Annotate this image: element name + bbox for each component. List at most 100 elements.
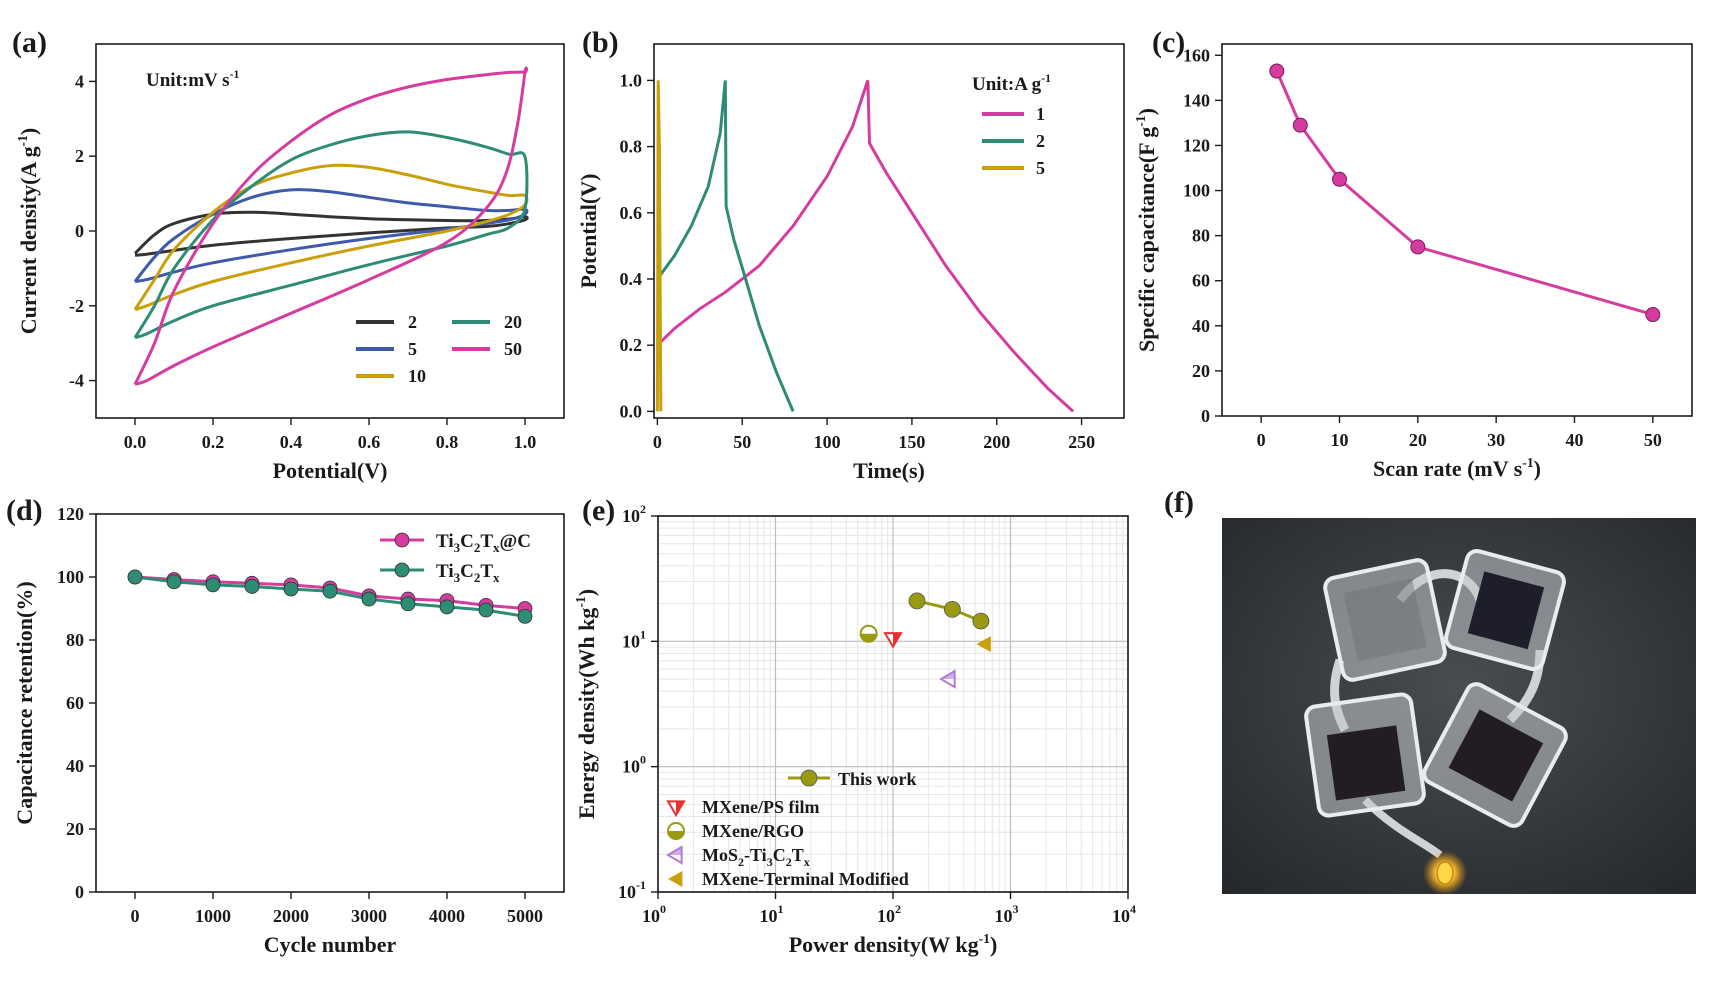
x-axis-label: Cycle number xyxy=(264,932,397,957)
cv-curve-10 xyxy=(133,163,529,311)
legend-label: 50 xyxy=(504,339,522,359)
data-point-fill xyxy=(860,633,877,642)
x-axis-label: Potential(V) xyxy=(273,458,388,483)
data-point xyxy=(478,602,494,618)
legend-label: MXene/RGO xyxy=(702,821,804,841)
y-tick-label: 140 xyxy=(1183,90,1210,110)
plot-frame xyxy=(653,43,1125,419)
data-point xyxy=(166,574,182,590)
y-tick-label: 20 xyxy=(66,819,84,839)
y-tick-label: 0.8 xyxy=(620,137,643,157)
x-tick-label: 1000 xyxy=(195,906,231,926)
x-tick-label: 4000 xyxy=(429,906,465,926)
chart-b-gcd-curves: 0 50 100 150 200 250 0.0 0.2 0.4 0.6 0.8 1.0 Time(s)… xyxy=(576,43,1125,483)
panel-label-e: (e) xyxy=(582,494,615,527)
y-tick-label: 10-1 xyxy=(618,878,646,902)
gcd-curve-2 xyxy=(656,80,795,412)
x-tick-label: 30 xyxy=(1487,430,1505,450)
data-point xyxy=(972,612,990,630)
legend-label: MXene/PS film xyxy=(702,797,819,817)
legend-label: 20 xyxy=(504,312,522,332)
led-bulb xyxy=(1436,861,1454,885)
gcd-curve-1 xyxy=(656,79,1075,413)
chart-d-cycling-stability: 0 1000 2000 3000 4000 5000 0 20 40 60 80 100 120 Cycl… xyxy=(12,504,565,957)
chart-c-specific-capacitance: 0 10 20 30 40 50 0 20 40 60 80 100 120 140 160 Scan rat… xyxy=(1133,43,1693,481)
y-axis-label: Energy density(Wh kg-1) xyxy=(573,589,599,819)
legend-marker xyxy=(394,532,410,548)
x-tick-label: 1.0 xyxy=(514,432,537,452)
legend-label: 10 xyxy=(408,366,426,386)
data-point xyxy=(439,599,455,615)
data-point xyxy=(283,581,299,597)
data-point xyxy=(883,632,903,649)
legend-marker-fill xyxy=(668,831,684,839)
y-axis-label: Current density(A g-1) xyxy=(15,128,41,335)
x-tick-label: 40 xyxy=(1566,430,1584,450)
y-tick-label: 4 xyxy=(75,71,84,91)
x-tick-label: 0.4 xyxy=(280,432,303,452)
data-point xyxy=(205,577,221,593)
y-axis-label: Potential(V) xyxy=(576,174,601,289)
x-tick-label: 100 xyxy=(814,432,841,452)
x-tick-label: 50 xyxy=(1644,430,1662,450)
legend-marker xyxy=(667,822,685,840)
panel-label-b: (b) xyxy=(582,26,619,59)
data-point xyxy=(127,569,143,585)
y-tick-label: 80 xyxy=(66,630,84,650)
x-tick-label: 0 xyxy=(653,432,662,452)
legend-label: 5 xyxy=(1036,158,1045,178)
y-tick-label: 120 xyxy=(1183,135,1210,155)
data-point xyxy=(1269,63,1285,79)
data-point xyxy=(1332,171,1347,187)
y-tick-label: 40 xyxy=(66,756,84,776)
y-tick-label: 1.0 xyxy=(620,70,643,90)
legend-marker xyxy=(800,769,818,787)
chart-a-cv-curves: 0.0 0.2 0.4 0.6 0.8 1.0 -4 -2 0 2 4 Potential(V) Cur… xyxy=(15,43,565,483)
legend-marker xyxy=(666,845,683,865)
data-point xyxy=(939,669,956,689)
x-axis-label: Time(s) xyxy=(853,458,925,483)
x-tick-label: 0.2 xyxy=(202,432,225,452)
panel-label-c: (c) xyxy=(1152,26,1185,59)
panel-label-f: (f) xyxy=(1164,486,1194,519)
legend-label: MXene-Terminal Modified xyxy=(702,869,909,889)
legend-marker-fill xyxy=(668,847,682,855)
legend-label: This work xyxy=(838,769,917,789)
data-point xyxy=(908,592,926,610)
x-tick-label: 103 xyxy=(995,902,1019,926)
y-tick-label: -4 xyxy=(69,371,84,391)
y-tick-label: 0 xyxy=(1201,406,1210,426)
legend-label: 5 xyxy=(408,339,417,359)
x-tick-label: 102 xyxy=(877,902,901,926)
x-tick-label: 5000 xyxy=(507,906,543,926)
legend-label: Ti3C2Tx xyxy=(436,561,500,585)
x-tick-label: 150 xyxy=(898,432,925,452)
data-point xyxy=(322,583,338,599)
data-point xyxy=(244,579,260,594)
legend-marker xyxy=(666,800,686,817)
y-axis-label: Specific capacitance(F g-1) xyxy=(1133,108,1159,352)
y-tick-label: 0.2 xyxy=(620,335,643,355)
panel-label-a: (a) xyxy=(12,26,47,59)
data-point xyxy=(1410,239,1426,255)
legend-marker xyxy=(394,562,410,578)
cv-curve-2 xyxy=(133,210,529,257)
cv-curve-5 xyxy=(133,188,529,283)
data-point xyxy=(400,596,416,612)
y-tick-label: 2 xyxy=(75,146,84,166)
supercapacitor-cell xyxy=(1422,682,1568,828)
y-tick-label: 60 xyxy=(1192,271,1210,291)
x-tick-label: 10 xyxy=(1331,430,1349,450)
x-tick-label: 0.8 xyxy=(436,432,459,452)
x-tick-label: 0.0 xyxy=(124,432,147,452)
supercapacitor-cell xyxy=(1323,558,1447,682)
plot-frame xyxy=(1221,43,1693,417)
x-tick-label: 200 xyxy=(983,432,1010,452)
legend-marker xyxy=(668,871,683,887)
x-tick-label: 2000 xyxy=(273,906,309,926)
unit-annotation: Unit:A g-1 xyxy=(972,72,1051,95)
x-axis-label: Power density(W kg-1) xyxy=(789,931,998,957)
y-tick-label: 0.4 xyxy=(620,269,643,289)
y-tick-label: 60 xyxy=(66,693,84,713)
